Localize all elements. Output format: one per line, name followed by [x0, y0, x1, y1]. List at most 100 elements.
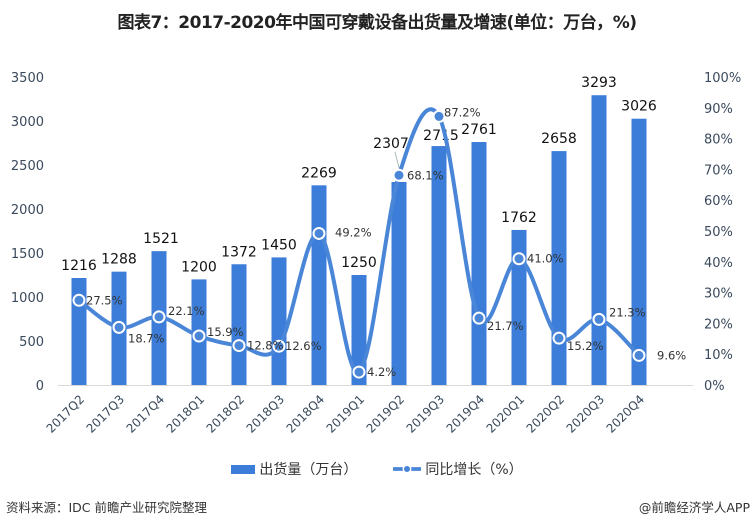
bar-value-label: 1288	[101, 252, 137, 268]
left-y-axis: 0 500 1000 1500 2000 2500 3000 3500	[11, 71, 44, 394]
left-axis-tick: 1000	[11, 291, 44, 306]
x-axis-tick: 2018Q1	[164, 392, 208, 436]
left-axis-tick: 3000	[11, 115, 44, 130]
right-axis-tick: 20%	[704, 317, 733, 332]
bar	[271, 257, 287, 385]
growth-value-label: 15.9%	[207, 325, 244, 339]
growth-value-label: 21.3%	[609, 305, 646, 319]
bar-swatch-icon	[231, 464, 256, 474]
bar-value-label: 1450	[261, 237, 297, 253]
growth-marker	[352, 365, 366, 379]
x-axis-tick: 2020Q2	[524, 392, 568, 436]
growth-marker	[512, 252, 526, 266]
bar-value-label: 1521	[143, 231, 179, 247]
left-axis-tick: 2000	[11, 203, 44, 218]
growth-value-label: 68.1%	[407, 168, 444, 182]
growth-value-label: 49.2%	[335, 225, 372, 239]
right-axis-tick: 40%	[704, 256, 733, 271]
x-axis-tick: 2018Q4	[284, 392, 328, 436]
bar-value-label: 1372	[221, 244, 257, 260]
growth-value-label: 21.7%	[487, 319, 524, 333]
legend-item-growth: 同比增长（%）	[393, 459, 523, 479]
growth-value-label: 4.2%	[367, 365, 396, 379]
chart-title: 图表7：2017-2020年中国可穿戴设备出货量及增速(单位：万台，%)	[117, 13, 637, 33]
growth-value-label: 87.2%	[444, 105, 481, 119]
bar-value-label: 2715	[423, 128, 459, 144]
growth-value-label: 12.8%	[247, 339, 284, 353]
source-note: 资料来源：IDC 前瞻产业研究院整理	[6, 500, 208, 515]
growth-marker	[272, 339, 286, 353]
growth-value-label: 41.0%	[527, 252, 564, 266]
x-axis-tick: 2017Q4	[124, 392, 168, 436]
bar-value-label: 1250	[341, 255, 377, 271]
legend: 出货量（万台） 同比增长（%）	[0, 459, 754, 479]
bar	[431, 146, 447, 385]
growth-value-label: 22.1%	[168, 304, 205, 318]
right-axis-tick: 10%	[704, 348, 733, 363]
left-axis-tick: 0	[36, 379, 44, 394]
bar	[591, 95, 607, 385]
x-axis-tick: 2018Q2	[204, 392, 248, 436]
right-axis-tick: 60%	[704, 194, 733, 209]
bar-value-label: 3026	[621, 99, 657, 115]
x-axis-tick: 2020Q3	[564, 392, 608, 436]
bar-value-label: 2307	[373, 136, 409, 152]
growth-marker	[392, 168, 406, 182]
growth-marker	[472, 311, 486, 325]
growth-value-label: 12.6%	[285, 339, 322, 353]
bar	[511, 229, 527, 385]
credit-note: @前瞻经济学人APP	[638, 500, 750, 515]
legend-label-shipments: 出货量（万台）	[259, 462, 358, 478]
bar-value-label: 2269	[301, 165, 337, 181]
line-marker-swatch-icon	[393, 464, 422, 474]
growth-marker	[232, 339, 246, 353]
x-axis-tick: 2019Q2	[364, 392, 408, 436]
growth-marker	[72, 293, 86, 307]
bar	[351, 275, 367, 385]
bar-value-label: 3293	[581, 75, 617, 91]
x-axis-tick: 2020Q1	[484, 392, 528, 436]
growth-value-label: 15.2%	[567, 339, 604, 353]
bar	[631, 118, 647, 385]
bar-value-label: 2761	[461, 122, 497, 138]
left-axis-tick: 2500	[11, 159, 44, 174]
growth-marker	[312, 226, 326, 240]
label-leader-line	[394, 151, 401, 172]
growth-value-label: 27.5%	[86, 293, 123, 307]
growth-value-label: 9.6%	[657, 348, 686, 362]
bar-value-label: 2658	[541, 131, 577, 147]
right-axis-tick: 30%	[704, 287, 733, 302]
bar	[311, 185, 327, 385]
growth-value-labels: 27.5% 18.7%22.1%15.9%12.8% 12.6% 49.2% 4.2% 6…	[86, 105, 686, 379]
x-axis-tick: 2019Q3	[404, 392, 448, 436]
right-y-axis: 0% 10% 20% 30% 40% 50% 60% 70% 80% 90% 100%	[704, 71, 741, 394]
x-axis-tick: 2020Q4	[604, 392, 648, 436]
growth-markers	[72, 109, 646, 379]
growth-marker	[592, 312, 606, 326]
growth-marker	[112, 320, 126, 334]
x-axis-tick: 2019Q1	[324, 392, 368, 436]
x-axis-tick: 2017Q3	[84, 392, 128, 436]
bar	[551, 151, 567, 385]
bar-value-label: 1200	[181, 259, 217, 275]
legend-item-shipments: 出货量（万台）	[231, 459, 357, 479]
x-axis-tick: 2019Q4	[444, 392, 488, 436]
right-axis-tick: 100%	[704, 71, 741, 86]
left-axis-tick: 500	[19, 335, 44, 350]
bar-value-label: 1216	[61, 258, 97, 274]
right-axis-tick: 70%	[704, 163, 733, 178]
growth-marker	[632, 348, 646, 362]
legend-label-growth: 同比增长（%）	[425, 462, 523, 478]
left-axis-tick: 3500	[11, 71, 44, 86]
right-axis-tick: 0%	[704, 379, 725, 394]
growth-marker	[432, 109, 446, 123]
x-axis-tick: 2018Q3	[244, 392, 288, 436]
growth-marker	[552, 331, 566, 345]
right-axis-tick: 80%	[704, 133, 733, 148]
growth-value-label: 18.7%	[128, 331, 165, 345]
left-axis-tick: 1500	[11, 247, 44, 262]
x-axis-ticks: 2017Q22017Q32017Q42018Q12018Q22018Q32018…	[44, 392, 648, 436]
x-axis-tick: 2017Q2	[44, 392, 88, 436]
